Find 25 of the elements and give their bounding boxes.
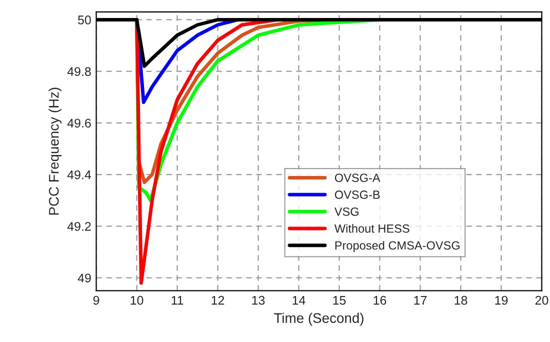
x-tick-label: 9: [93, 296, 100, 305]
y-tick-label: 49.4: [67, 170, 92, 180]
y-tick-label: 49: [78, 274, 91, 282]
legend-label: VSG: [334, 207, 358, 216]
legend-label: Without HESS: [334, 224, 410, 233]
legend-label: Proposed CMSA-OVSG: [335, 240, 460, 252]
x-tick-label: 19: [495, 296, 508, 305]
y-tick-label: 50: [78, 16, 91, 24]
x-tick-label: 10: [130, 296, 144, 305]
y-tick-label: 49.8: [67, 67, 91, 76]
legend-label: OVSG-B: [334, 190, 380, 199]
x-tick-label: 15: [333, 296, 346, 305]
y-tick-label: 49.2: [67, 222, 91, 231]
x-tick-label: 11: [172, 296, 184, 305]
x-tick-label: 18: [454, 296, 468, 305]
y-tick-label: 49.6: [67, 118, 91, 128]
legend-label: OVSG-A: [334, 174, 380, 182]
x-tick-label: 20: [535, 296, 548, 305]
x-tick-label: 16: [374, 296, 386, 305]
x-tick-label: 14: [292, 296, 306, 305]
y-axis-title: PCC Frequency (Hz): [48, 88, 62, 215]
x-tick-label: 17: [414, 296, 427, 305]
x-tick-label: 13: [252, 296, 265, 305]
x-tick-label: 12: [212, 296, 224, 305]
x-axis-title: Time (Second): [274, 312, 364, 326]
